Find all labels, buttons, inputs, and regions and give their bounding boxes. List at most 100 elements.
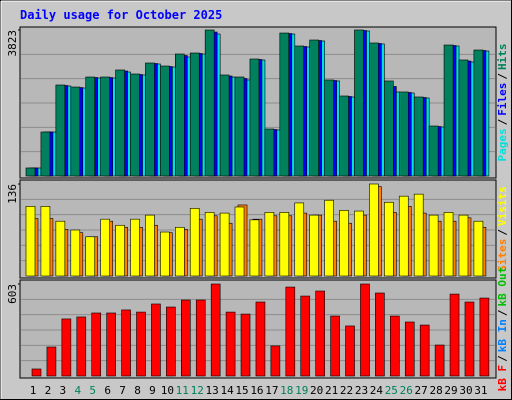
bar [384, 80, 394, 177]
bar [249, 58, 260, 177]
bar [70, 229, 81, 277]
bar [85, 76, 96, 177]
legend: kB F / kB In / kB Out [496, 267, 509, 392]
bar [443, 44, 454, 177]
bar [404, 321, 415, 377]
legend-entry: Sites [496, 239, 509, 272]
bar [130, 218, 140, 277]
bar [309, 214, 319, 277]
bar [390, 315, 400, 377]
bar [40, 131, 51, 177]
x-tick-label: 29 [444, 384, 457, 397]
legend: Sites / Visits [496, 186, 509, 272]
bar [225, 311, 236, 377]
bar [160, 231, 170, 277]
legend-separator: / [496, 309, 509, 316]
x-tick-label: 27 [415, 384, 428, 397]
bar [175, 226, 185, 277]
x-tick-label: 14 [220, 384, 234, 397]
x-tick-label: 20 [310, 384, 323, 397]
bar [330, 315, 340, 377]
bar [219, 212, 230, 277]
x-tick-label: 15 [235, 384, 248, 397]
bar [181, 299, 191, 377]
bar [61, 318, 72, 377]
bar [473, 49, 484, 177]
bar [106, 312, 116, 377]
bar [121, 309, 131, 377]
bar [100, 218, 110, 277]
legend-separator: / [496, 73, 509, 80]
bar [354, 210, 364, 277]
bar [398, 91, 409, 177]
bar [189, 52, 200, 177]
bar [339, 95, 349, 177]
bar [413, 193, 424, 277]
legend-separator: / [496, 229, 509, 236]
bar [55, 220, 66, 277]
bar [240, 313, 251, 377]
bar [55, 84, 66, 177]
bar [264, 128, 275, 177]
y-max-label: 603 [6, 284, 19, 304]
bar [384, 201, 394, 277]
legend-entry: kB In [496, 319, 509, 352]
bar [46, 346, 57, 377]
bar [279, 212, 290, 277]
bar [279, 32, 290, 177]
bar [294, 202, 305, 277]
bar [189, 208, 200, 277]
bar [428, 125, 439, 177]
x-tick-label: 21 [325, 384, 338, 397]
x-tick-label: 23 [355, 384, 368, 397]
bar [428, 214, 439, 277]
x-tick-label: 18 [280, 384, 293, 397]
legend-separator: / [496, 118, 509, 125]
bar [25, 206, 36, 277]
legend-entry: Visits [496, 186, 509, 226]
y-max-label: 136 [6, 184, 19, 204]
x-tick-label: 24 [370, 384, 384, 397]
bar [115, 69, 125, 177]
x-tick-label: 26 [400, 384, 413, 397]
legend-entry: Pages [496, 128, 509, 161]
bar [479, 297, 490, 377]
bar [204, 29, 215, 177]
bar [315, 290, 325, 377]
bar [473, 220, 484, 277]
bar [25, 167, 36, 177]
bar [136, 311, 146, 377]
bar [449, 293, 460, 377]
x-tick-label: 2 [45, 384, 52, 397]
bar [413, 96, 424, 177]
x-tick-label: 16 [250, 384, 263, 397]
bar [166, 306, 176, 377]
bar [270, 345, 281, 377]
bar [115, 224, 125, 277]
bar [398, 195, 409, 277]
bar [255, 301, 266, 377]
bar [458, 59, 469, 177]
x-tick-label: 3 [60, 384, 67, 397]
legend-entry: kB F [496, 365, 509, 392]
bar [294, 45, 305, 177]
bar [151, 303, 161, 377]
bar [76, 316, 87, 377]
bar [360, 283, 370, 377]
x-tick-label: 7 [119, 384, 126, 397]
chart-title: Daily usage for October 2025 [20, 8, 222, 22]
x-tick-label: 1 [30, 384, 37, 397]
x-tick-label: 4 [74, 384, 81, 397]
bar [369, 183, 379, 277]
x-tick-label: 12 [191, 384, 204, 397]
bar [309, 39, 319, 177]
bar [354, 29, 364, 177]
legend-separator: / [496, 355, 509, 362]
x-tick-label: 8 [134, 384, 141, 397]
y-max-label: 3823 [6, 30, 19, 57]
bar [204, 212, 215, 277]
legend: Pages / Files / Hits [496, 44, 509, 162]
x-tick-label: 9 [149, 384, 156, 397]
bar [175, 53, 185, 177]
